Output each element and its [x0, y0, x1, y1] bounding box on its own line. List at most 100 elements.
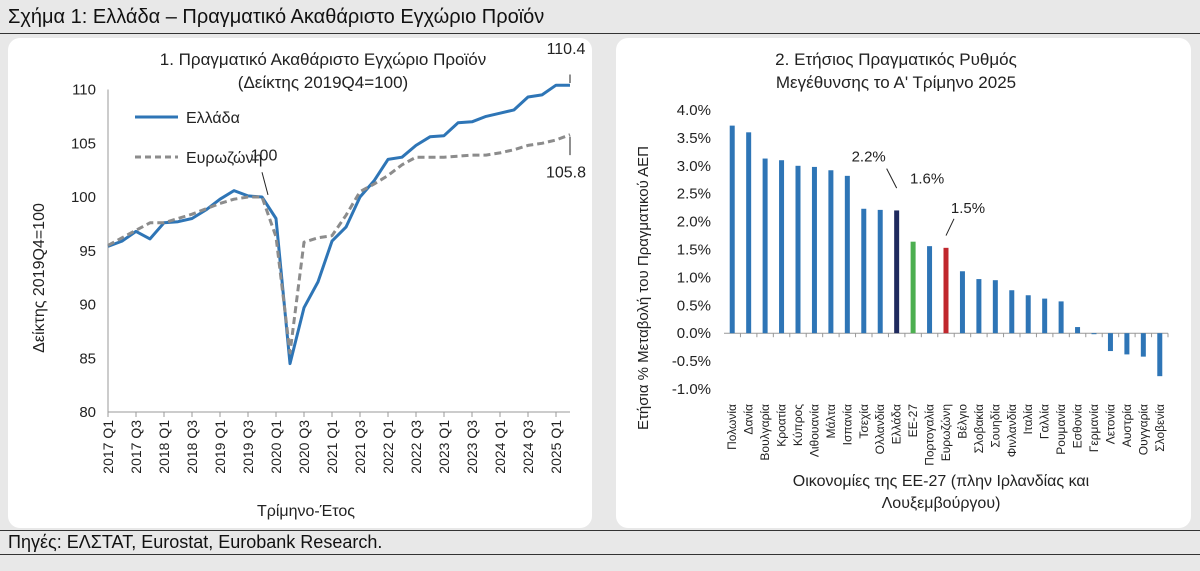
- source-rule-bottom: [0, 554, 1200, 555]
- bar: [877, 209, 883, 334]
- bar-category-label: Λιθουανία: [807, 404, 821, 457]
- bar-category-label: Βέλγιο: [955, 404, 969, 439]
- bar-y-tick-label: -1.0%: [672, 381, 711, 398]
- bar-category-label: Ολλανδία: [873, 404, 887, 454]
- bar-category-label: Πορτογαλία: [923, 404, 937, 466]
- series-line-eurozone: [107, 133, 571, 355]
- bar-category-label: Τσεχία: [857, 404, 871, 439]
- legend-label-eurozone: Ευρωζώνη: [186, 150, 262, 167]
- bar-category-label: Ελλάδα: [890, 404, 904, 444]
- bar: [1157, 333, 1163, 377]
- line-x-tick-label: 2023 Q3: [464, 420, 480, 474]
- bar-chart-title: 2. Ετήσιος Πραγματικός Ρυθμός: [775, 50, 1017, 69]
- bar-category-label: Κροατία: [775, 404, 789, 447]
- annotation-leader-eurozone: [945, 218, 955, 236]
- annotation-eu27: 1.6%: [910, 171, 944, 188]
- line-y-tick-label: 95: [79, 243, 96, 260]
- bar-chart-subtitle: Μεγέθυνσης το Α' Τρίμηνο 2025: [776, 73, 1016, 92]
- series-line-greece: [107, 83, 570, 366]
- source-rule-top: [0, 530, 1200, 531]
- bar-category-label: Λετονία: [1103, 404, 1117, 444]
- line-y-tick-label: 105: [71, 135, 96, 152]
- bar: [976, 279, 982, 334]
- annotation-eurozone: 1.5%: [951, 200, 985, 217]
- bar: [729, 125, 735, 334]
- bar-category-label: Δανία: [742, 404, 756, 435]
- bar: [1140, 333, 1146, 357]
- bar: [1025, 295, 1031, 334]
- line-x-tick-label: 2017 Q1: [100, 420, 116, 474]
- annotation-100: 100: [251, 147, 278, 164]
- line-x-tick-label: 2018 Q1: [156, 420, 172, 474]
- line-x-axis-title: Τρίμηνο-Έτος: [257, 503, 355, 520]
- line-x-tick-label: 2022 Q3: [408, 420, 424, 474]
- bar: [943, 247, 949, 334]
- annotation-greece: 2.2%: [852, 148, 886, 165]
- line-x-tick-label: 2024 Q3: [520, 420, 536, 474]
- bar: [861, 208, 867, 334]
- bar-x-axis-title-line2: Λουξεμβούργου): [882, 495, 1001, 512]
- bar: [811, 166, 817, 334]
- bar-category-label: Ιταλία: [1021, 404, 1035, 435]
- line-legend: Ελλάδα Ευρωζώνη: [135, 110, 262, 167]
- bar-chart-panel: 2. Ετήσιος Πραγματικός Ρυθμός Μεγέθυνσης…: [616, 38, 1191, 528]
- bar: [959, 271, 965, 334]
- bar: [762, 158, 768, 334]
- bar-category-label: ΕΕ-27: [906, 404, 920, 438]
- bar: [1091, 333, 1097, 335]
- line-chart-subtitle: (Δείκτης 2019Q4=100): [238, 73, 408, 92]
- line-x-tick-label: 2024 Q1: [492, 420, 508, 474]
- bar-category-label: Ευρωζώνη: [939, 404, 953, 461]
- source-note: Πηγές: ΕΛΣΤΑΤ, Eurostat, Eurobank Resear…: [8, 532, 383, 552]
- bar: [1009, 290, 1015, 334]
- bar: [1107, 333, 1113, 352]
- line-y-tick-label: 80: [79, 404, 96, 421]
- bar-y-tick-label: 4.0%: [677, 102, 711, 119]
- bar-category-label: Σλοβακία: [972, 404, 986, 453]
- bar: [894, 210, 900, 334]
- bar-category-label: Ουγγαρία: [1136, 404, 1150, 455]
- line-chart-title: 1. Πραγματικό Ακαθάριστο Εγχώριο Προϊόν: [160, 50, 487, 69]
- bar-category-label: Μάλτα: [824, 404, 838, 439]
- bar-category-label: Ισπανία: [840, 404, 854, 445]
- bar-category-label: Βουλγαρία: [758, 404, 772, 461]
- bar: [1042, 298, 1048, 334]
- annotation-eurozone-last: 105.8: [546, 165, 586, 182]
- line-x-tick-label: 2021 Q3: [352, 420, 368, 474]
- line-chart: 1. Πραγματικό Ακαθάριστο Εγχώριο Προϊόν …: [31, 41, 586, 520]
- bar-y-tick-label: -0.5%: [672, 353, 711, 370]
- bar-y-tick-label: 1.0%: [677, 269, 711, 286]
- bar: [992, 280, 998, 334]
- annotation-leader-100: [261, 172, 269, 195]
- line-x-tick-label: 2025 Q1: [548, 420, 564, 474]
- title-rule: [0, 33, 1200, 34]
- bar-category-label: Σουηδία: [988, 404, 1002, 448]
- bar-chart: 2. Ετήσιος Πραγματικός Ρυθμός Μεγέθυνσης…: [635, 50, 1169, 512]
- bar: [795, 165, 801, 334]
- legend-label-greece: Ελλάδα: [186, 110, 240, 127]
- annotation-leader-greece: [886, 168, 898, 189]
- bar-y-tick-label: 3.5%: [677, 130, 711, 147]
- line-x-tick-label: 2020 Q1: [268, 420, 284, 474]
- bar: [779, 160, 785, 334]
- line-x-tick-label: 2020 Q3: [296, 420, 312, 474]
- line-y-tick-label: 110: [72, 82, 96, 99]
- line-x-tick-label: 2023 Q1: [436, 420, 452, 474]
- bar-y-tick-label: 1.5%: [677, 242, 711, 259]
- bar-category-label: Εσθονία: [1071, 404, 1085, 448]
- bar: [828, 170, 834, 334]
- bar: [746, 132, 752, 334]
- annotation-greece-last: 110.4: [547, 41, 586, 58]
- bar-category-label: Κύπρος: [791, 404, 805, 446]
- line-x-tick-label: 2019 Q1: [212, 420, 228, 474]
- bar-category-label: Σλοβενία: [1153, 404, 1167, 452]
- bar-category-label: Ρουμανία: [1054, 404, 1068, 455]
- bar: [1075, 327, 1081, 334]
- line-y-tick-label: 85: [79, 350, 96, 367]
- line-y-tick-label: 90: [79, 297, 96, 314]
- bar-category-label: Φινλανδία: [1005, 404, 1019, 457]
- line-x-tick-label: 2019 Q3: [240, 420, 256, 474]
- line-x-tick-label: 2021 Q1: [324, 420, 340, 474]
- bar: [1124, 333, 1130, 355]
- bar: [927, 246, 933, 334]
